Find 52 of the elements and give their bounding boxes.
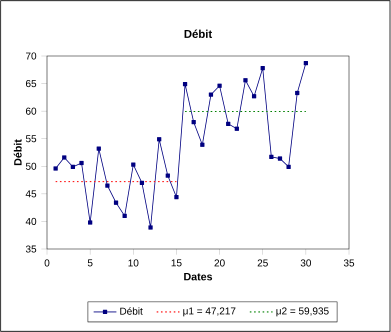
legend-label: Débit bbox=[120, 307, 143, 315]
point bbox=[192, 120, 196, 124]
y-tick-label: 45 bbox=[26, 190, 36, 198]
point bbox=[243, 78, 248, 82]
point bbox=[96, 146, 101, 151]
x-tick-label: 35 bbox=[344, 259, 354, 266]
x-tick-label: 15 bbox=[172, 259, 182, 266]
point bbox=[174, 195, 179, 200]
x-tick-label: 20 bbox=[214, 259, 225, 266]
x-tick-label: 0 bbox=[44, 259, 50, 266]
point bbox=[140, 180, 144, 185]
point bbox=[105, 183, 110, 188]
y-tick-label: 60 bbox=[26, 108, 36, 115]
point bbox=[295, 90, 300, 96]
point bbox=[208, 92, 214, 97]
point bbox=[278, 156, 282, 161]
point bbox=[234, 126, 239, 131]
point bbox=[53, 166, 58, 171]
point bbox=[157, 137, 162, 142]
point bbox=[148, 225, 153, 230]
y-tick-label: 65 bbox=[26, 80, 36, 88]
y-axis-title: Débit bbox=[14, 139, 22, 166]
point bbox=[304, 61, 308, 66]
x-axis-title: Dates bbox=[184, 272, 212, 280]
point bbox=[131, 162, 136, 167]
point bbox=[70, 164, 76, 169]
point bbox=[200, 142, 204, 147]
y-tick-label: 50 bbox=[26, 162, 36, 170]
y-tick-label: 40 bbox=[26, 218, 36, 225]
x-tick-label: 30 bbox=[300, 259, 312, 266]
point bbox=[79, 160, 84, 166]
legend-label: μ2 = 59,935 bbox=[276, 307, 329, 316]
point bbox=[122, 214, 127, 218]
point bbox=[62, 155, 66, 160]
point bbox=[269, 154, 274, 160]
point bbox=[217, 84, 222, 88]
point bbox=[226, 122, 230, 126]
x-tick-label: 10 bbox=[128, 259, 138, 266]
legend-label: μ1 = 47,217 bbox=[183, 307, 236, 316]
x-tick-label: 25 bbox=[258, 259, 268, 266]
y-tick-label: 35 bbox=[26, 245, 36, 253]
x-tick-label: 5 bbox=[88, 259, 93, 266]
y-tick-label: 70 bbox=[26, 52, 36, 60]
chart-title: Débit bbox=[184, 30, 212, 38]
y-tick-label: 55 bbox=[26, 135, 36, 142]
point bbox=[252, 94, 256, 98]
point bbox=[166, 174, 170, 178]
point bbox=[260, 66, 265, 70]
point bbox=[182, 82, 188, 86]
point bbox=[286, 164, 291, 169]
point bbox=[88, 220, 92, 225]
point bbox=[114, 200, 118, 205]
